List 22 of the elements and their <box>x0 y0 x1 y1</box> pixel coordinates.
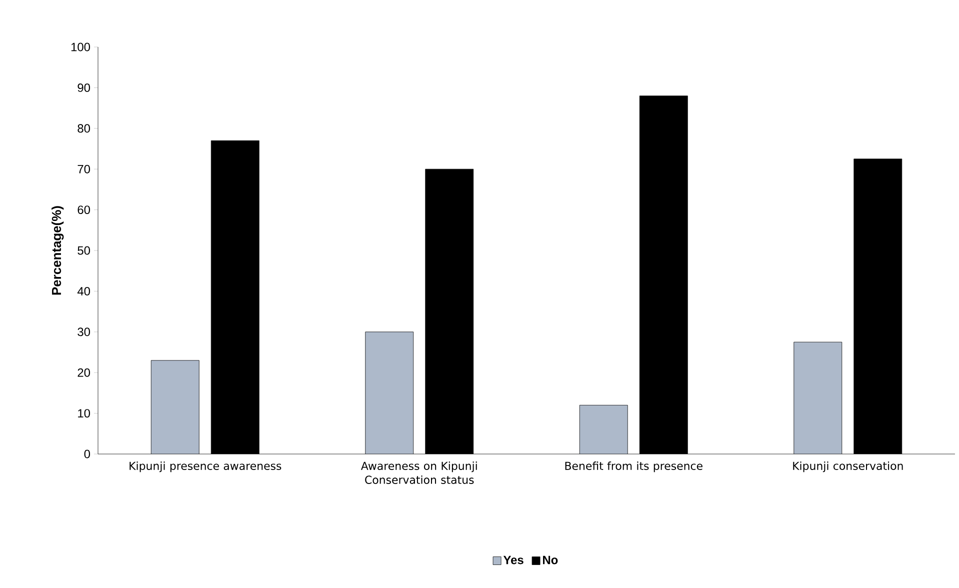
x-tick-label: Kipunji conservation <box>793 462 903 472</box>
y-tick-label: 20 <box>78 368 90 377</box>
y-tick-label: 0 <box>84 450 90 458</box>
y-axis-title: Percentage(%) <box>52 206 64 295</box>
legend-label: Yes <box>503 556 524 564</box>
y-tick-label: 90 <box>78 83 90 92</box>
y-tick-label: 50 <box>78 246 90 255</box>
y-tick-label: 10 <box>78 409 90 418</box>
y-tick-label: 80 <box>78 124 90 133</box>
y-tick-label: 60 <box>78 206 90 214</box>
x-tick-label: Awareness on Kipunji Conservation status <box>360 462 477 484</box>
bar <box>365 332 414 454</box>
x-tick-label: Kipunji presence awareness <box>130 462 282 472</box>
y-tick-label: 30 <box>78 328 90 336</box>
y-tick-label: 70 <box>78 164 90 174</box>
bar <box>151 360 200 454</box>
x-tick-label: Benefit from its presence <box>565 462 702 472</box>
bar <box>580 405 628 454</box>
y-tick-label: 40 <box>77 286 90 296</box>
bar <box>794 342 842 454</box>
y-tick-label: 100 <box>71 42 90 52</box>
legend-label: No <box>543 556 558 564</box>
